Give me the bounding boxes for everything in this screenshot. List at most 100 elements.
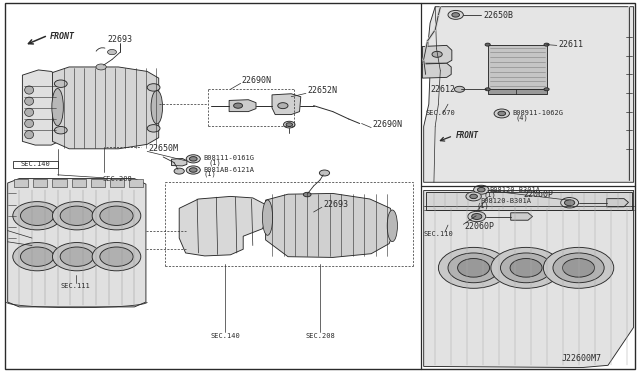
Text: 22612: 22612	[430, 85, 455, 94]
Text: 22060P: 22060P	[465, 222, 495, 231]
Bar	[52, 179, 67, 187]
Ellipse shape	[24, 119, 33, 128]
Circle shape	[54, 80, 67, 87]
Circle shape	[466, 192, 481, 201]
Circle shape	[485, 88, 490, 91]
Text: SEC.140: SEC.140	[20, 161, 50, 167]
Bar	[426, 192, 632, 210]
Circle shape	[147, 125, 160, 132]
Circle shape	[92, 202, 141, 230]
Circle shape	[494, 109, 509, 118]
Circle shape	[468, 211, 486, 222]
Polygon shape	[8, 179, 146, 307]
Text: FRONT: FRONT	[50, 32, 75, 41]
Circle shape	[544, 88, 549, 91]
Circle shape	[510, 259, 542, 277]
Circle shape	[186, 166, 200, 174]
Text: FRONT: FRONT	[456, 131, 479, 140]
Text: J22600M7: J22600M7	[561, 355, 601, 363]
Bar	[488, 89, 547, 94]
Circle shape	[52, 243, 101, 271]
Circle shape	[60, 247, 93, 266]
Circle shape	[92, 243, 141, 271]
Circle shape	[472, 214, 482, 219]
Text: 22611: 22611	[558, 40, 583, 49]
Circle shape	[452, 13, 460, 17]
Circle shape	[278, 103, 288, 109]
Circle shape	[100, 206, 133, 225]
Polygon shape	[272, 94, 301, 115]
Text: SEC.208: SEC.208	[102, 176, 132, 182]
Circle shape	[438, 247, 509, 288]
Text: B081AB-6121A: B081AB-6121A	[204, 167, 255, 173]
Circle shape	[448, 10, 463, 19]
Ellipse shape	[387, 210, 397, 242]
Bar	[129, 179, 143, 187]
Polygon shape	[266, 193, 396, 257]
Ellipse shape	[24, 86, 33, 94]
Circle shape	[470, 194, 477, 199]
Circle shape	[60, 206, 93, 225]
Circle shape	[284, 121, 295, 128]
Circle shape	[13, 202, 61, 230]
Bar	[110, 179, 124, 187]
Bar	[14, 179, 28, 187]
Circle shape	[553, 253, 604, 283]
Circle shape	[186, 155, 200, 163]
Circle shape	[303, 192, 311, 197]
Circle shape	[454, 86, 465, 92]
Text: SEC.670: SEC.670	[426, 110, 455, 116]
Text: SEC.110: SEC.110	[424, 231, 453, 237]
Circle shape	[189, 168, 197, 172]
Text: 22650M: 22650M	[148, 144, 179, 153]
Text: (1): (1)	[204, 171, 216, 177]
Circle shape	[543, 247, 614, 288]
Text: 22690N: 22690N	[242, 76, 272, 85]
Text: SEC.140: SEC.140	[211, 333, 240, 339]
Circle shape	[561, 198, 579, 208]
Polygon shape	[172, 158, 187, 166]
Bar	[13, 161, 58, 168]
Circle shape	[498, 111, 506, 116]
Circle shape	[52, 202, 101, 230]
Circle shape	[108, 49, 116, 55]
Circle shape	[485, 43, 490, 46]
Text: (4): (4)	[516, 114, 529, 121]
Text: SEC.111: SEC.111	[61, 283, 90, 289]
Text: 22693: 22693	[323, 200, 348, 209]
Bar	[33, 179, 47, 187]
Polygon shape	[422, 63, 451, 78]
Circle shape	[458, 259, 490, 277]
Text: B08120-B301A: B08120-B301A	[480, 198, 531, 204]
Circle shape	[563, 259, 595, 277]
Circle shape	[13, 243, 61, 271]
Bar	[488, 45, 547, 89]
Circle shape	[174, 168, 184, 174]
Text: B08120-B301A: B08120-B301A	[490, 187, 541, 193]
Circle shape	[474, 185, 489, 194]
Circle shape	[448, 253, 499, 283]
Circle shape	[20, 247, 54, 266]
Polygon shape	[422, 45, 452, 63]
Circle shape	[20, 206, 54, 225]
Text: SEC.208: SEC.208	[305, 333, 335, 339]
Polygon shape	[424, 7, 634, 182]
Ellipse shape	[24, 131, 33, 139]
Text: (1): (1)	[209, 160, 221, 166]
Text: 22693: 22693	[108, 35, 133, 44]
Circle shape	[544, 43, 549, 46]
Circle shape	[564, 200, 575, 206]
Circle shape	[500, 253, 552, 283]
Text: B08111-0161G: B08111-0161G	[204, 155, 255, 161]
Polygon shape	[511, 213, 532, 220]
Text: B08911-1062G: B08911-1062G	[512, 110, 563, 116]
Circle shape	[234, 103, 243, 108]
Text: (1): (1)	[477, 202, 490, 209]
Polygon shape	[607, 199, 628, 207]
Ellipse shape	[262, 200, 273, 235]
Bar	[91, 179, 105, 187]
Circle shape	[432, 51, 442, 57]
Text: 22060P: 22060P	[524, 190, 554, 199]
Circle shape	[54, 126, 67, 134]
Text: 22690N: 22690N	[372, 121, 403, 129]
